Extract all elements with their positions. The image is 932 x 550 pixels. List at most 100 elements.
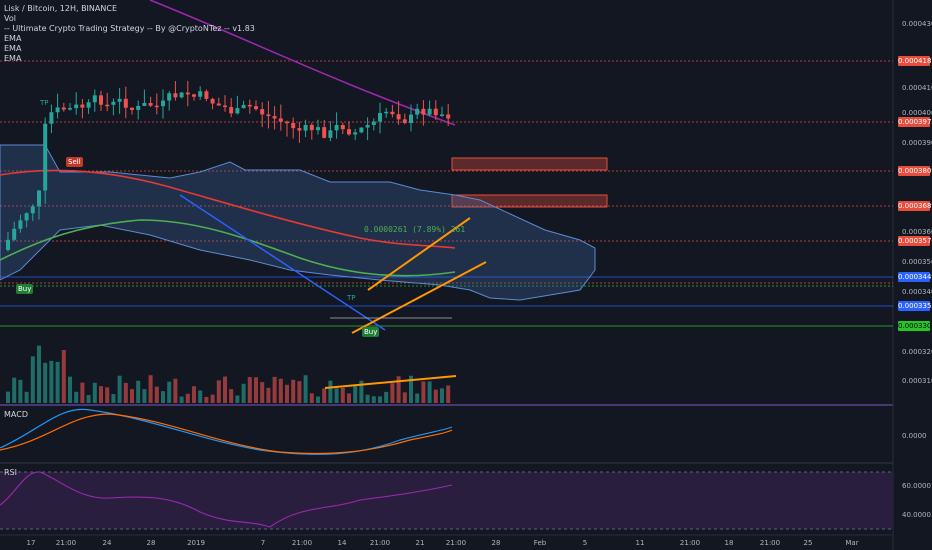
volume-bar	[427, 381, 432, 403]
volume-bar	[6, 391, 10, 403]
candle-body	[204, 91, 209, 99]
candle-body	[297, 128, 302, 131]
candle-body	[390, 111, 395, 115]
rsi-axis-bottom: 40.0000	[902, 511, 931, 519]
volume-bar	[204, 396, 209, 403]
time-tick: 21	[415, 539, 425, 547]
candle-body	[6, 239, 10, 250]
channel-lower-line	[351, 261, 487, 334]
candle-body	[86, 102, 91, 108]
price-tag: 0.0003689	[898, 201, 932, 211]
volume-bar	[173, 378, 178, 403]
candle-body	[427, 108, 432, 115]
candle-body	[415, 108, 420, 115]
candle-body	[117, 98, 122, 102]
volume-bar	[161, 391, 165, 403]
volume-bar	[291, 379, 296, 403]
price-tag: 0.0003449	[898, 272, 932, 282]
downtrend-line	[179, 194, 386, 331]
channel-upper-line	[367, 217, 471, 291]
macd-axis-value: 0.0000	[902, 432, 927, 440]
rsi-label[interactable]: RSI	[4, 468, 17, 477]
candle-body	[402, 119, 407, 124]
volume-bar	[74, 391, 79, 403]
volume-bar	[241, 383, 246, 403]
candle-body	[24, 213, 29, 221]
price-tick: 0.0004100	[902, 84, 932, 92]
time-tick: 25	[803, 539, 813, 547]
macd-label[interactable]: MACD	[4, 410, 28, 419]
volume-bar	[371, 396, 376, 403]
time-tick: 21:00	[759, 539, 781, 547]
candle-body	[409, 114, 413, 124]
candle-body	[123, 98, 128, 108]
volume-bar	[229, 389, 234, 403]
volume-bar	[136, 380, 141, 403]
volume-bar	[303, 375, 308, 403]
volume-bar	[117, 375, 122, 403]
candle-body	[105, 104, 110, 107]
candle-body	[68, 108, 72, 110]
volume-bar	[390, 383, 395, 403]
volume-bar	[266, 387, 271, 403]
time-tick: 21:00	[55, 539, 77, 547]
time-tick: 21:00	[369, 539, 391, 547]
channel-measure-label: 0.0000261 (7.89%) 261	[364, 225, 466, 234]
candle-body	[260, 109, 265, 115]
symbol-title[interactable]: Lisk / Bitcoin, 12H, BINANCE	[4, 4, 117, 13]
candle-body	[18, 220, 23, 229]
volume-bar	[309, 393, 314, 403]
volume-bar	[68, 376, 72, 403]
time-tick: 11	[635, 539, 645, 547]
legend-ema-3[interactable]: EMA	[4, 54, 22, 63]
price-tag: 0.0003353	[898, 301, 932, 311]
volume-bar	[272, 376, 277, 403]
volume-bar	[210, 394, 215, 403]
volume-bar	[254, 377, 258, 403]
candle-body	[161, 100, 165, 107]
candle-body	[421, 108, 426, 115]
ema-red-line	[0, 169, 456, 249]
candle-body	[136, 105, 141, 110]
volume-bar	[192, 386, 196, 403]
price-tag: 0.0004187	[898, 56, 932, 66]
volume-bar	[297, 381, 302, 403]
time-tick: 21:00	[291, 539, 313, 547]
volume-bar	[154, 386, 159, 403]
rsi-line	[0, 471, 453, 528]
volume-bar	[130, 389, 134, 403]
volume-bar	[353, 385, 358, 403]
volume-bar	[123, 382, 128, 403]
volume-bar	[235, 395, 240, 403]
candle-body	[80, 104, 85, 108]
candle-body	[12, 228, 17, 240]
volume-bar	[99, 386, 103, 403]
candle-body	[154, 105, 159, 108]
legend-vol[interactable]: Vol	[4, 14, 16, 23]
volume-bar	[415, 393, 420, 403]
volume-bar	[328, 380, 333, 403]
volume-bar	[18, 379, 23, 403]
volume-bar	[247, 377, 252, 403]
price-tag: 0.0003972	[898, 117, 932, 127]
candle-body	[440, 114, 444, 116]
volume-bar	[433, 389, 438, 403]
volume-bar	[179, 396, 184, 403]
volume-bar	[43, 362, 48, 403]
candle-body	[61, 107, 66, 110]
candle-body	[173, 93, 178, 98]
volume-bar	[92, 382, 97, 403]
legend-strategy[interactable]: -- Ultimate Crypto Trading Strategy -- B…	[4, 24, 255, 33]
time-tick: 7	[260, 539, 266, 547]
volume-bar	[37, 345, 41, 403]
candle-body	[347, 129, 351, 135]
legend-ema-1[interactable]: EMA	[4, 34, 22, 43]
time-tick: 17	[26, 539, 36, 547]
legend-ema-2[interactable]: EMA	[4, 44, 22, 53]
volume-bar	[55, 361, 60, 403]
volume-bar	[105, 387, 110, 403]
candle-body	[322, 127, 327, 138]
candle-body	[192, 94, 196, 97]
candle-body	[254, 106, 258, 110]
